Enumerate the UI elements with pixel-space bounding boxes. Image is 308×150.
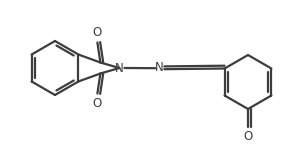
Text: O: O [93,97,102,110]
Text: N: N [155,61,164,74]
Text: N: N [115,61,124,75]
Text: O: O [93,26,102,39]
Text: O: O [243,130,253,144]
